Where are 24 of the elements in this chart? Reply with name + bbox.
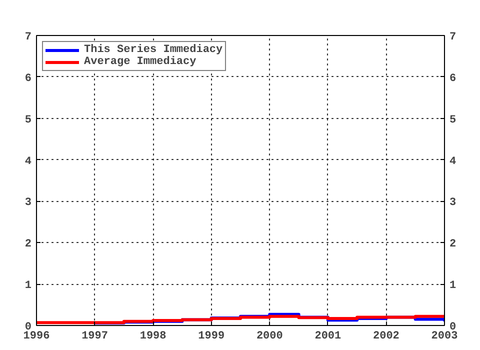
- y-tick-label: 7: [24, 32, 32, 44]
- x-tick-label: 2000: [256, 330, 283, 342]
- y-tick-label: 2: [24, 238, 32, 251]
- y-tick-label: 5: [24, 114, 32, 126]
- y2-tick-label: 3: [450, 197, 456, 210]
- y2-tick-label: 2: [450, 238, 456, 251]
- legend-label: Average Immediacy: [84, 56, 196, 68]
- y-tick-label: 4: [24, 156, 32, 168]
- x-tick-label: 2002: [373, 330, 400, 342]
- y2-tick-label: 1: [450, 280, 456, 292]
- y2-tick-label: 5: [450, 114, 456, 126]
- y-tick-label: 6: [24, 72, 32, 85]
- x-tick-label: 1997: [82, 330, 108, 342]
- x-tick-label: 2003: [431, 330, 458, 342]
- y-tick-label: 1: [24, 280, 32, 292]
- x-tick-label: 1998: [140, 330, 167, 342]
- y2-tick-label: 6: [450, 72, 456, 85]
- x-tick-label: 1996: [23, 330, 50, 342]
- x-tick-label: 2001: [314, 330, 342, 342]
- y2-tick-label: 4: [450, 156, 456, 168]
- x-tick-label: 1999: [198, 330, 225, 342]
- y2-tick-label: 7: [450, 32, 456, 44]
- y-tick-label: 3: [24, 197, 32, 210]
- legend-label: This Series Immediacy: [84, 44, 223, 56]
